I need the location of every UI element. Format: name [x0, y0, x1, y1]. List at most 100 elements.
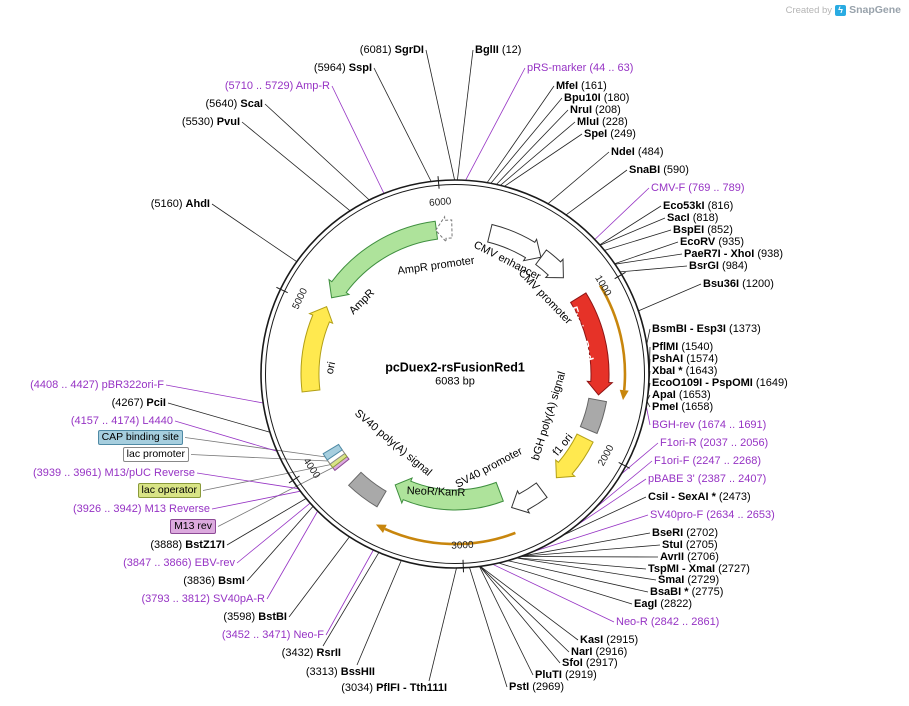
site-label-cmv-f[interactable]: CMV-F (769 .. 789) — [651, 182, 745, 194]
site-label-paer7i-xhoi[interactable]: PaeR7I - XhoI (938) — [684, 248, 783, 260]
site-position: (2247 .. 2268) — [689, 455, 762, 467]
site-position: (2822) — [657, 598, 693, 610]
site-label-bstbi[interactable]: (3598) BstBI — [223, 611, 287, 623]
site-label-mfei[interactable]: MfeI (161) — [556, 80, 607, 92]
site-label-ahdi[interactable]: (5160) AhdI — [151, 198, 210, 210]
feature-ori[interactable] — [300, 305, 334, 393]
tick-label-6000: 6000 — [429, 196, 453, 209]
site-name: SpeI — [584, 128, 608, 140]
site-label-sgrdi[interactable]: (6081) SgrDI — [360, 44, 424, 56]
callout-line-ebv-rev — [236, 502, 311, 564]
site-label-sv40pa-r[interactable]: (3793 .. 3812) SV40pA-R — [141, 593, 265, 605]
site-label-rsrii[interactable]: (3432) RsrII — [282, 647, 341, 659]
site-label-bsmi[interactable]: (3836) BsmI — [183, 575, 245, 587]
site-label-m13-rev[interactable]: M13 rev — [170, 519, 216, 534]
feature-cmv-promoter[interactable] — [535, 249, 564, 279]
site-label-spei[interactable]: SpeI (249) — [584, 128, 636, 140]
callout-line-tspmi-xmai — [516, 557, 647, 570]
site-position: (2969) — [529, 681, 565, 693]
site-label-xbai[interactable]: XbaI * (1643) — [652, 365, 717, 377]
site-label-ebv-rev[interactable]: (3847 .. 3866) EBV-rev — [123, 557, 235, 569]
feature-fusionred[interactable] — [569, 292, 614, 396]
site-label-pbr322ori-f[interactable]: (4408 .. 4427) pBR322ori-F — [30, 379, 164, 391]
site-label-stui[interactable]: StuI (2705) — [662, 539, 718, 551]
site-label-pmei[interactable]: PmeI (1658) — [652, 401, 713, 413]
feature-ampr-promoter[interactable] — [435, 215, 453, 244]
site-label-bsshii[interactable]: (3313) BssHII — [306, 666, 375, 678]
callout-line-pflfi-tth111i — [428, 567, 457, 682]
site-label-bpu10i[interactable]: Bpu10I (180) — [564, 92, 629, 104]
callout-line-sgrdi — [425, 49, 455, 181]
feature-cap-binding-site[interactable] — [322, 443, 343, 461]
site-label-bglii[interactable]: BglII (12) — [475, 44, 521, 56]
callout-line-neo-f — [325, 549, 374, 636]
site-label-saci[interactable]: SacI (818) — [667, 212, 718, 224]
site-position: (2727) — [715, 563, 750, 575]
site-label-nari[interactable]: NarI (2916) — [571, 646, 627, 658]
site-label-pflmi[interactable]: PflMI (1540) — [652, 341, 713, 353]
site-name: ApaI — [652, 389, 676, 401]
site-label-apai[interactable]: ApaI (1653) — [652, 389, 711, 401]
site-label-m13-puc-reverse[interactable]: (3939 .. 3961) M13/pUC Reverse — [33, 467, 195, 479]
feature-sv40-poly-a-signal[interactable] — [347, 471, 387, 508]
feature-cmv-enhancer[interactable] — [487, 223, 542, 262]
site-label-scai[interactable]: (5640) ScaI — [206, 98, 264, 110]
site-name: BsmI — [218, 575, 245, 587]
site-label-f1ori-f[interactable]: F1ori-F (2247 .. 2268) — [654, 455, 761, 467]
site-position: (2729) — [684, 574, 720, 586]
site-label-amp-r[interactable]: (5710 .. 5729) Amp-R — [225, 80, 330, 92]
site-label-lac-operator[interactable]: lac operator — [137, 483, 201, 498]
site-position: (2702) — [683, 527, 719, 539]
feature-f1-ori[interactable] — [555, 433, 594, 479]
site-label-ndei[interactable]: NdeI (484) — [611, 146, 664, 158]
site-name: SV40pA-R — [213, 593, 265, 605]
site-label-eagi[interactable]: EagI (2822) — [634, 598, 692, 610]
site-name: PluTI — [535, 669, 562, 681]
site-label-neo-f[interactable]: (3452 .. 3471) Neo-F — [222, 629, 324, 641]
site-label-bgh-rev[interactable]: BGH-rev (1674 .. 1691) — [652, 419, 766, 431]
site-label-csii-sexai[interactable]: CsiI - SexAI * (2473) — [648, 491, 751, 503]
site-label-bsmbi-esp3i[interactable]: BsmBI - Esp3I (1373) — [652, 323, 761, 335]
site-position: (4157 .. 4174) — [70, 415, 143, 427]
site-label-prs-marker[interactable]: pRS-marker (44 .. 63) — [527, 62, 633, 74]
site-label-bsrgi[interactable]: BsrGI (984) — [689, 260, 748, 272]
feature-sv40-promoter[interactable] — [510, 482, 548, 514]
site-label-pvui[interactable]: (5530) PvuI — [182, 116, 240, 128]
site-label-pflfi-tth111i[interactable]: (3034) PflFI - Tth111I — [341, 682, 447, 694]
site-label-sfoi[interactable]: SfoI (2917) — [562, 657, 618, 669]
site-position: (1674 .. 1691) — [694, 419, 767, 431]
site-label-mlui[interactable]: MluI (228) — [577, 116, 628, 128]
site-label-pcii[interactable]: (4267) PciI — [112, 397, 166, 409]
site-label-sv40pro-f[interactable]: SV40pro-F (2634 .. 2653) — [650, 509, 775, 521]
site-position: (935) — [715, 236, 745, 248]
site-label-bstz17i[interactable]: (3888) BstZ17I — [150, 539, 225, 551]
site-label-pbabe-3[interactable]: pBABE 3' (2387 .. 2407) — [648, 473, 766, 485]
site-label-kasi[interactable]: KasI (2915) — [580, 634, 638, 646]
site-label-bseri[interactable]: BseRI (2702) — [652, 527, 718, 539]
site-label-bsabi[interactable]: BsaBI * (2775) — [650, 586, 723, 598]
site-label-nrui[interactable]: NruI (208) — [570, 104, 621, 116]
site-label-bspei[interactable]: BspEI (852) — [673, 224, 733, 236]
site-label-tspmi-xmai[interactable]: TspMI - XmaI (2727) — [648, 563, 750, 575]
site-label-psti[interactable]: PstI (2969) — [509, 681, 564, 693]
callout-line-bspei — [604, 229, 672, 251]
site-label-pluti[interactable]: PluTI (2919) — [535, 669, 597, 681]
site-label-bsu36i[interactable]: Bsu36I (1200) — [703, 278, 774, 290]
site-label-f1ori-r[interactable]: F1ori-R (2037 .. 2056) — [660, 437, 768, 449]
site-label-smai[interactable]: SmaI (2729) — [658, 574, 719, 586]
site-label-neo-r[interactable]: Neo-R (2842 .. 2861) — [616, 616, 719, 628]
site-label-l4440[interactable]: (4157 .. 4174) L4440 — [71, 415, 173, 427]
callout-line-cmv-f — [594, 187, 650, 240]
site-label-avrii[interactable]: AvrII (2706) — [660, 551, 719, 563]
feature-neor-kanr[interactable] — [394, 477, 504, 511]
site-label-m13-reverse[interactable]: (3926 .. 3942) M13 Reverse — [73, 503, 210, 515]
site-label-eco53ki[interactable]: Eco53kI (816) — [663, 200, 733, 212]
site-label-cap-binding-site[interactable]: CAP binding site — [97, 430, 183, 445]
site-label-lac-promoter[interactable]: lac promoter — [122, 447, 189, 462]
site-label-snabi[interactable]: SnaBI (590) — [629, 164, 689, 176]
feature-bgh-poly-a-signal[interactable] — [579, 397, 608, 435]
site-label-sspi[interactable]: (5964) SspI — [314, 62, 372, 74]
site-label-ecorv[interactable]: EcoRV (935) — [680, 236, 744, 248]
site-label-ecoo109i-pspomi[interactable]: EcoO109I - PspOMI (1649) — [652, 377, 788, 389]
site-label-pshai[interactable]: PshAI (1574) — [652, 353, 718, 365]
